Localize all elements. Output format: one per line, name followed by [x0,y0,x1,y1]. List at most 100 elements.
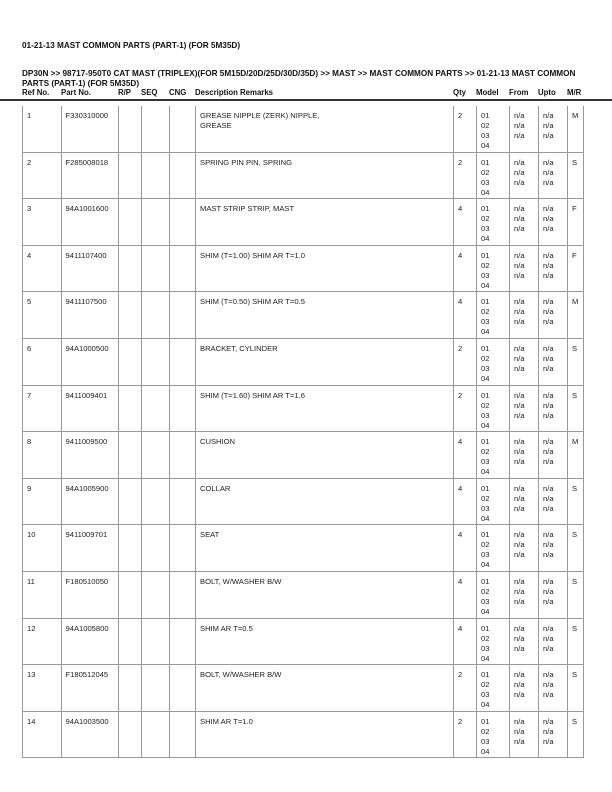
models-value: 03 [481,177,490,187]
cell-empty [141,245,169,292]
cell-upto: n/a n/a n/a [538,339,567,385]
cell-empty [141,292,169,338]
models-value: 02 [481,167,490,177]
cell-empty [118,665,141,711]
upto-value: n/a [543,633,554,643]
upto-value: n/a [543,643,554,653]
cell-desc: SHIM AR T=0.5 [195,618,453,665]
cell-upto: n/a n/a n/a [538,292,567,338]
cell-ref: 5 [22,292,61,338]
models-value: 03 [481,410,490,420]
cell-upto: n/a n/a n/a [538,618,567,665]
cell-part: 94A1000500 [60,339,119,385]
upto-value: n/a [543,437,554,447]
models-value: 02 [481,121,490,130]
cell-mr: S [567,478,584,525]
breadcrumb: DP30N >> 98717-950T0 CAT MAST (TRIPLEX)(… [22,69,576,88]
upto-value: n/a [543,260,554,270]
cell-empty [118,525,141,571]
cell-empty [118,152,141,199]
models-value: 03 [481,131,490,140]
from-value: n/a [514,344,525,353]
cell-empty [169,618,195,665]
column-header: Model [476,88,499,97]
cell-from: n/a n/a n/a [509,711,538,758]
cell-from: n/a n/a n/a [509,572,538,618]
cell-ref: 4 [22,245,61,292]
models-value: 02 [481,307,490,317]
from-value: n/a [514,643,525,653]
cell-qty: 2 [453,339,476,385]
cell-ref: 1 [22,106,61,152]
column-header: Upto [538,88,556,97]
models-value: 01 [481,250,490,260]
upto-value: n/a [543,690,554,700]
upto-value: n/a [543,493,554,503]
models-value: 01 [481,437,490,447]
upto-value: n/a [543,297,554,307]
cell-from: n/a n/a n/a [509,665,538,711]
from-value: n/a [514,157,525,167]
cell-empty [169,199,195,245]
table-row: 9 94A1005900 COLLAR 4 01 02 03 04 n/a n/a n/a n/a n/… [22,478,584,526]
cell-from: n/a n/a n/a [509,106,538,152]
models-value: 03 [481,364,490,373]
cell-empty [141,618,169,665]
upto-value: n/a [543,224,554,234]
cell-qty: 4 [453,432,476,478]
cell-part: F180510050 [60,572,119,618]
cell-empty [169,572,195,618]
from-value: n/a [514,121,525,130]
upto-value: n/a [543,540,554,550]
cell-empty [118,339,141,385]
cell-empty [169,292,195,338]
models-value: 04 [481,327,490,337]
cell-models: 01 02 03 04 [476,711,509,758]
models-value: 03 [481,597,490,606]
models-value: 01 [481,297,490,307]
cell-upto: n/a n/a n/a [538,525,567,571]
cell-models: 01 02 03 04 [476,618,509,665]
from-value: n/a [514,540,525,550]
models-value: 03 [481,736,490,746]
cell-empty [169,339,195,385]
cell-from: n/a n/a n/a [509,199,538,245]
cell-empty [118,572,141,618]
from-value: n/a [514,680,525,690]
column-header: Ref No. [22,88,50,97]
cell-qty: 4 [453,525,476,571]
upto-value: n/a [543,214,554,224]
cell-mr: S [567,711,584,758]
from-value: n/a [514,390,525,400]
from-value: n/a [514,354,525,363]
cell-empty [141,665,169,711]
models-value: 02 [481,587,490,596]
cell-desc: BOLT, W/WASHER B/W [195,665,453,711]
cell-qty: 2 [453,665,476,711]
from-value: n/a [514,410,525,420]
column-header: SEQ [141,88,158,97]
upto-value: n/a [543,530,554,540]
upto-value: n/a [543,167,554,177]
models-value: 04 [481,280,490,290]
page-title: 01-21-13 MAST COMMON PARTS (PART-1) (FOR… [22,41,241,50]
table-row: 7 9411009401 SHIM (T=1.60) SHIM AR T=1.6 2 0… [22,385,584,433]
models-value: 03 [481,457,490,467]
models-value: 02 [481,447,490,457]
cell-empty [141,525,169,571]
models-value: 01 [481,483,490,493]
upto-value: n/a [543,270,554,280]
models-value: 02 [481,260,490,270]
column-header: R/P [118,88,131,97]
upto-value: n/a [543,550,554,560]
from-value: n/a [514,214,525,224]
from-value: n/a [514,530,525,540]
from-value: n/a [514,204,525,214]
cell-empty [169,711,195,758]
upto-value: n/a [543,503,554,513]
table-row: 3 94A1001600 MAST STRIP STRIP, MAST 4 01 02 03… [22,199,584,246]
from-value: n/a [514,131,525,140]
upto-value: n/a [543,577,554,586]
cell-empty [141,152,169,199]
cell-empty [141,339,169,385]
